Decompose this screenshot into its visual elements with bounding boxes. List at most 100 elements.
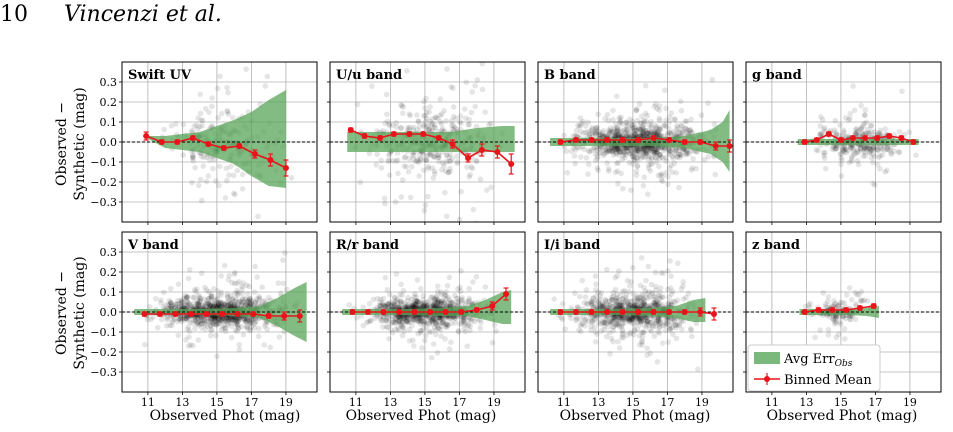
data-point: [653, 320, 659, 327]
data-point: [648, 156, 655, 162]
data-point: [204, 154, 210, 161]
data-point: [425, 193, 431, 200]
data-point: [645, 144, 651, 151]
data-point: [422, 118, 429, 125]
binned-mean-point: [478, 147, 485, 153]
data-point: [580, 130, 587, 136]
data-point: [472, 82, 478, 89]
data-point: [652, 269, 659, 276]
data-point: [577, 293, 583, 300]
data-point: [217, 299, 224, 305]
data-point: [634, 106, 640, 112]
data-point: [653, 125, 659, 132]
data-point: [406, 126, 412, 133]
data-point: [421, 318, 428, 325]
data-point: [585, 161, 592, 168]
data-point: [613, 301, 619, 307]
data-point: [214, 353, 220, 360]
data-point: [378, 303, 385, 310]
data-point: [219, 301, 226, 308]
binned-mean-point: [174, 139, 181, 145]
data-point: [239, 299, 245, 306]
data-point: [617, 292, 624, 298]
data-point: [401, 300, 408, 307]
data-point: [224, 84, 230, 91]
data-point: [229, 297, 236, 303]
data-point: [653, 298, 660, 304]
data-point: [649, 319, 655, 326]
data-point: [625, 303, 632, 310]
data-point: [665, 316, 671, 322]
data-point: [422, 300, 429, 306]
data-point: [378, 157, 384, 164]
data-point: [419, 345, 425, 351]
data-point: [390, 304, 397, 310]
data-point: [630, 320, 636, 327]
data-point: [616, 146, 622, 152]
data-point: [436, 314, 443, 321]
data-point: [636, 101, 643, 107]
data-point: [620, 334, 627, 341]
data-point: [701, 156, 708, 163]
data-point: [644, 352, 650, 358]
y-tick-label: 0.3: [100, 246, 118, 259]
data-point: [588, 300, 595, 307]
data-point: [427, 314, 433, 321]
data-point: [886, 147, 893, 153]
data-point: [431, 303, 438, 310]
data-point: [850, 83, 856, 89]
data-point: [618, 302, 624, 309]
y-tick-label: 0.2: [100, 96, 118, 109]
data-point: [434, 303, 440, 309]
data-point: [216, 182, 222, 189]
data-point: [593, 129, 600, 136]
data-point: [604, 315, 610, 322]
data-point: [619, 314, 626, 321]
data-point: [678, 286, 685, 292]
data-point: [663, 123, 669, 130]
data-point: [420, 300, 426, 307]
data-point: [247, 328, 253, 334]
data-point: [614, 168, 621, 174]
data-point: [404, 68, 410, 74]
data-point: [166, 297, 172, 304]
data-point: [248, 317, 254, 323]
data-point: [633, 148, 639, 154]
data-point: [640, 145, 647, 151]
data-point: [439, 318, 446, 325]
data-point: [628, 299, 634, 305]
data-point: [611, 314, 617, 320]
data-point: [591, 324, 598, 330]
data-point: [441, 299, 448, 306]
data-point: [400, 110, 406, 117]
data-point: [651, 333, 658, 339]
data-point: [211, 318, 217, 324]
data-point: [640, 131, 647, 138]
x-tick-label: 17: [452, 396, 466, 409]
data-point: [590, 314, 596, 320]
avg-err-band: [342, 290, 512, 324]
data-point: [656, 132, 663, 139]
data-point: [416, 304, 422, 310]
data-point: [174, 300, 181, 307]
data-point: [817, 123, 824, 129]
binned-mean-point: [203, 311, 210, 317]
data-point: [366, 300, 373, 307]
data-point: [203, 287, 210, 293]
data-point: [634, 302, 641, 309]
data-point: [633, 298, 640, 305]
data-point: [448, 339, 454, 345]
data-point: [577, 322, 584, 329]
data-point: [171, 316, 178, 322]
data-point: [637, 145, 644, 152]
data-point: [243, 323, 250, 330]
data-point: [226, 272, 232, 279]
data-point: [598, 290, 604, 296]
data-point: [631, 327, 638, 334]
data-point: [277, 290, 284, 297]
data-point: [183, 301, 189, 308]
data-point: [633, 127, 640, 134]
data-point: [558, 314, 564, 321]
data-point: [582, 316, 589, 323]
data-point: [382, 120, 388, 127]
